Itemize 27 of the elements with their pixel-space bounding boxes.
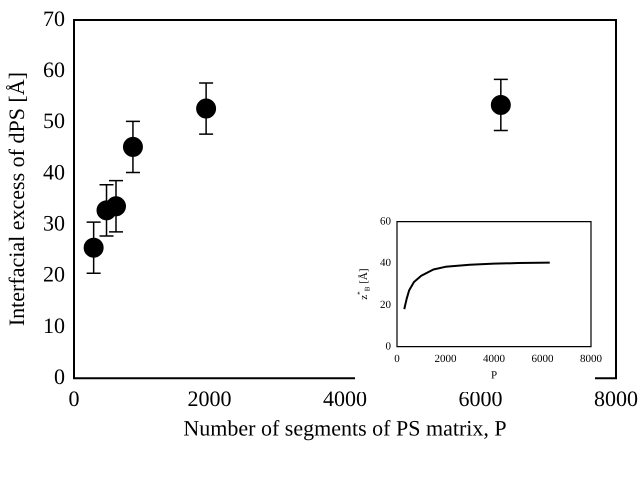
x-tick-label: 8000 — [580, 353, 602, 366]
y-tick-label: 70 — [43, 6, 65, 31]
x-tick-label: 6000 — [458, 386, 502, 412]
point — [122, 136, 143, 157]
x-axis-title: Number of segments of PS matrix, P — [183, 416, 507, 441]
y-tick-label: 60 — [43, 56, 65, 82]
x-tick-label: 2000 — [188, 386, 232, 412]
y-tick-label: 30 — [43, 210, 65, 236]
point — [196, 98, 216, 119]
y-axis-title: Interfacial excess of dPS [Å] — [4, 72, 29, 326]
x-axis-title: P — [490, 369, 498, 382]
point — [490, 94, 511, 115]
y-tick-label: 20 — [43, 262, 65, 287]
y-tick-label: 40 — [380, 257, 392, 270]
y-tick-label: 50 — [43, 108, 65, 134]
x-tick-label: 4000 — [483, 353, 506, 366]
y-tick-label: 0 — [386, 340, 392, 352]
y-tick-label: 20 — [380, 298, 392, 311]
x-tick-label: 4000 — [323, 386, 367, 412]
y-tick-label: 10 — [43, 312, 65, 338]
x-tick-label: 6000 — [532, 353, 554, 366]
y-tick-label: 60 — [380, 215, 392, 228]
y-tick-label: 40 — [43, 159, 65, 184]
x-tick-label: 0 — [394, 353, 400, 366]
x-tick-label: 2000 — [434, 353, 457, 366]
x-tick-label: 8000 — [594, 386, 638, 412]
point — [84, 238, 104, 258]
